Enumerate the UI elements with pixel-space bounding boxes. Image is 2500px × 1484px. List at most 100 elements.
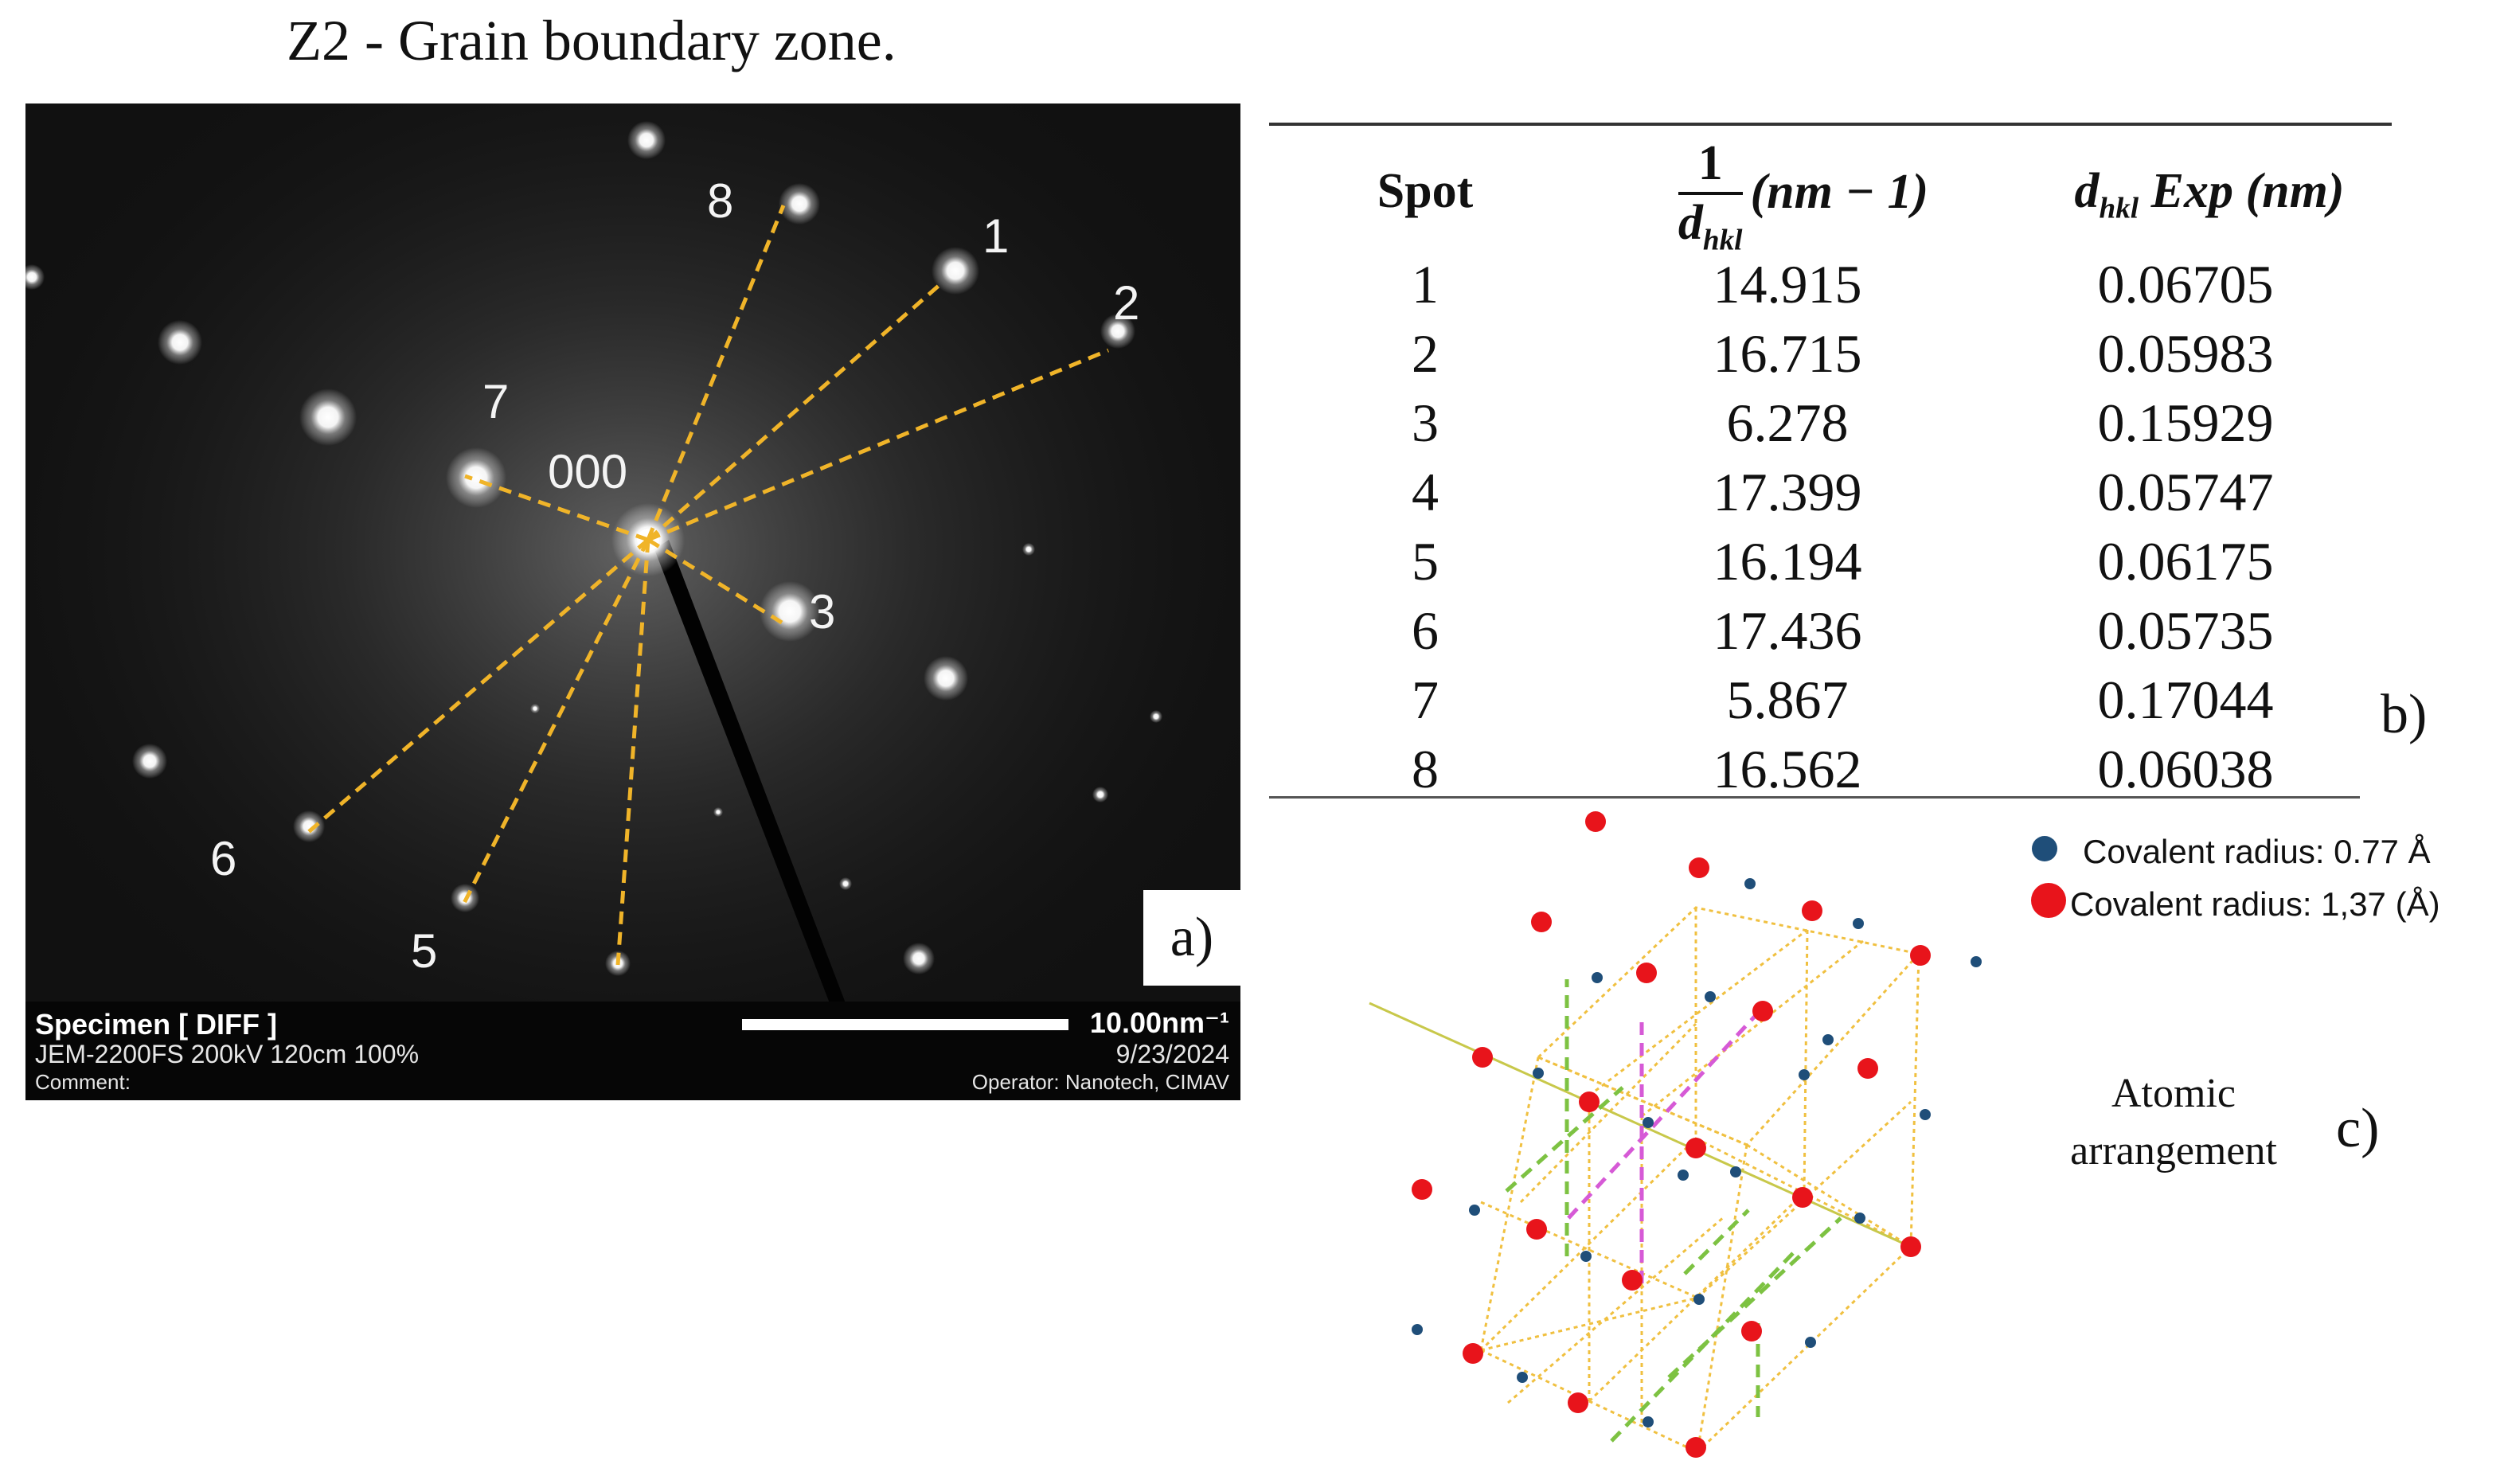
row-8-spot: 8 xyxy=(1412,739,1439,799)
measurement-lines xyxy=(304,205,1109,966)
d-rest: Exp (nm) xyxy=(2139,164,2345,218)
spot xyxy=(779,183,820,225)
lattice-edge xyxy=(1909,953,1920,1248)
small-atom xyxy=(1805,1337,1816,1348)
spot-label-5: 5 xyxy=(411,924,438,978)
spot-label-6: 6 xyxy=(210,832,237,885)
spot xyxy=(1100,314,1135,349)
large-atom xyxy=(1686,1138,1706,1158)
lattice-edge xyxy=(1507,1215,1725,1404)
large-atom xyxy=(1585,811,1606,832)
lattice-lines xyxy=(1479,906,1921,1454)
d-subscript: hkl xyxy=(2099,192,2139,225)
row-3-d: 0.15929 xyxy=(2097,392,2274,453)
spot-label-7: 7 xyxy=(482,375,510,428)
small-atom xyxy=(1822,1034,1834,1045)
green-bond xyxy=(1505,1086,1624,1193)
atomic-arrangement-diagram xyxy=(1369,811,1982,1458)
small-atom xyxy=(1854,1213,1865,1224)
row-4-inv: 17.399 xyxy=(1713,462,1862,522)
row-4-spot: 4 xyxy=(1412,462,1439,522)
legend-large-atom-icon xyxy=(2031,883,2066,918)
spot xyxy=(530,704,540,713)
green-bond xyxy=(1683,1209,1750,1275)
small-atom xyxy=(1705,991,1716,1002)
diffraction-pattern xyxy=(25,103,1240,1100)
large-atom xyxy=(1526,1219,1547,1240)
large-atom xyxy=(1752,1001,1773,1021)
large-atom xyxy=(1900,1236,1921,1257)
lattice-edge xyxy=(1519,1022,1697,1204)
row-7-d: 0.17044 xyxy=(2097,670,2274,730)
measure-line-4 xyxy=(615,539,650,966)
legend-small-atom-icon xyxy=(2032,836,2057,861)
small-atom xyxy=(1533,1068,1544,1079)
small-atom xyxy=(1693,1294,1705,1305)
spot-label-8: 8 xyxy=(707,174,734,228)
row-8-d: 0.06038 xyxy=(2097,739,2274,799)
small-atom xyxy=(1580,1251,1592,1262)
large-atom xyxy=(1568,1392,1588,1413)
measure-line-7 xyxy=(464,474,649,542)
spot xyxy=(1022,543,1035,556)
large-atom xyxy=(1792,1187,1813,1208)
caption-line-2: arrangement xyxy=(2070,1128,2277,1174)
spot xyxy=(1150,710,1162,723)
saed-pattern-image: 000 1 2 3 4 5 6 7 8 a) Specimen [ DIFF ]… xyxy=(25,103,1240,1100)
magenta-bond xyxy=(1567,1010,1761,1220)
row-1-d: 0.06705 xyxy=(2097,254,2274,314)
small-atom xyxy=(1730,1166,1741,1177)
spot xyxy=(158,320,202,365)
spot xyxy=(932,247,979,295)
lattice-edge xyxy=(1641,939,1864,1118)
spot xyxy=(713,807,723,817)
large-atom xyxy=(1741,1321,1762,1341)
lattice-edge xyxy=(1537,1056,1748,1146)
fraction-numerator: 1 xyxy=(1678,135,1743,195)
green-bonds xyxy=(1505,979,1842,1443)
row-3-inv: 6.278 xyxy=(1726,392,1849,453)
measure-line-3 xyxy=(646,537,783,625)
den-symbol: d xyxy=(1678,196,1703,250)
panel-label-a: a) xyxy=(1143,890,1240,986)
lattice-edge xyxy=(1537,906,1921,1146)
row-2-inv: 16.715 xyxy=(1713,323,1862,384)
row-1-inv: 14.915 xyxy=(1713,254,1862,314)
inverse-unit: (nm − 1) xyxy=(1750,164,1929,219)
d-symbol: d xyxy=(2074,164,2100,218)
row-2-d: 0.05983 xyxy=(2097,323,2274,384)
small-atom xyxy=(1744,878,1756,889)
small-atom xyxy=(1678,1170,1689,1181)
small-atom xyxy=(1592,972,1603,983)
lattice-edge xyxy=(1803,929,1809,1193)
small-atom xyxy=(1853,918,1864,929)
spot-label-3: 3 xyxy=(809,585,836,639)
large-atoms xyxy=(1412,811,1931,1458)
spot xyxy=(760,581,820,642)
spot-label-000: 000 xyxy=(548,445,628,498)
row-8-inv: 16.562 xyxy=(1713,739,1862,799)
small-atom xyxy=(1412,1324,1423,1335)
large-atom xyxy=(1412,1179,1432,1200)
panel-label-b: b) xyxy=(2381,683,2428,747)
large-atom xyxy=(1857,1058,1878,1079)
fraction-denominator: dhkl xyxy=(1678,195,1743,257)
spot xyxy=(903,943,935,974)
spot xyxy=(839,877,852,890)
scale-label: 10.00nm⁻¹ xyxy=(1089,1006,1229,1039)
measure-line-5 xyxy=(459,538,650,909)
row-7-inv: 5.867 xyxy=(1726,670,1849,730)
large-atom xyxy=(1622,1270,1643,1291)
spot xyxy=(299,389,357,446)
spot xyxy=(924,656,968,701)
small-atom xyxy=(1799,1069,1810,1080)
spot xyxy=(25,264,45,290)
row-5-inv: 16.194 xyxy=(1713,531,1862,592)
inverse-fraction: 1 dhkl xyxy=(1678,135,1743,257)
date-label: 9/23/2024 xyxy=(1115,1040,1229,1068)
row-6-inv: 17.436 xyxy=(1713,600,1862,661)
header-spot: Spot xyxy=(1377,164,1474,218)
row-4-d: 0.05747 xyxy=(2097,462,2274,522)
axis-line xyxy=(1369,1002,1912,1248)
measure-line-2 xyxy=(647,348,1109,542)
